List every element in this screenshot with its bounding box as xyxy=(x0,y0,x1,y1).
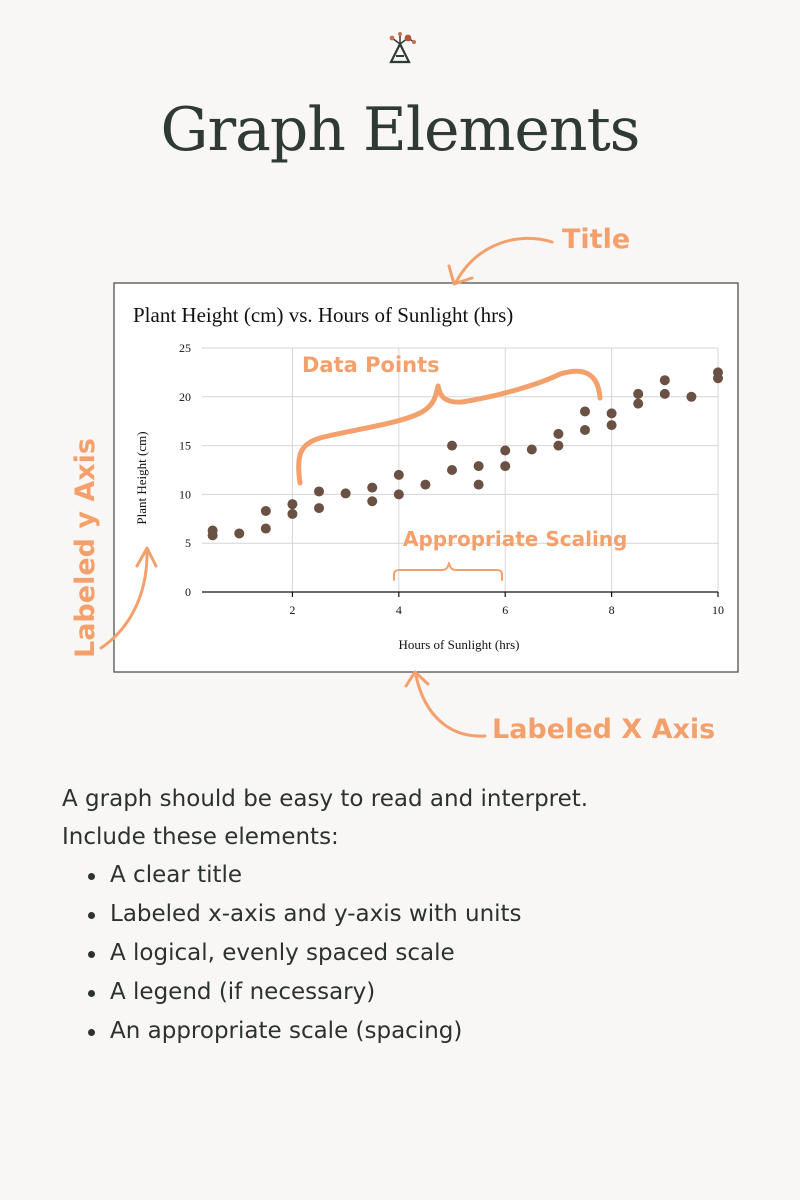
data-point xyxy=(606,408,617,419)
intro-line-2: Include these elements: xyxy=(62,824,339,850)
data-point xyxy=(367,482,378,493)
data-point xyxy=(393,469,404,480)
annotation-data-points: Data Points xyxy=(302,353,440,377)
data-points xyxy=(207,367,723,541)
data-point xyxy=(553,440,564,451)
data-point xyxy=(580,406,591,417)
y-tick-label: 20 xyxy=(179,390,191,404)
data-point xyxy=(420,479,431,490)
list-item: Labeled x-axis and y-axis with units xyxy=(88,895,762,934)
data-point xyxy=(367,496,378,507)
data-point xyxy=(686,391,697,402)
data-point xyxy=(580,424,591,435)
x-axis-arrow-head xyxy=(404,670,430,688)
data-point xyxy=(500,445,511,456)
scaling-brace xyxy=(393,562,503,581)
data-point xyxy=(287,508,298,519)
data-point xyxy=(260,505,271,516)
chart-frame xyxy=(113,282,739,673)
data-point xyxy=(393,489,404,500)
data-point xyxy=(606,420,617,431)
graph-diagram: Plant Height (cm) vs. Hours of Sunlight … xyxy=(70,224,739,745)
data-point xyxy=(234,528,245,539)
x-tick-label: 10 xyxy=(712,603,724,617)
data-point xyxy=(447,440,458,451)
page-title: Graph Elements xyxy=(160,95,641,165)
data-point xyxy=(633,398,644,409)
data-point xyxy=(314,503,325,514)
x-tick-label: 6 xyxy=(502,603,508,617)
description: A graph should be easy to read and inter… xyxy=(62,780,762,1051)
data-points-brace xyxy=(296,368,603,486)
annotation-scaling: Appropriate Scaling xyxy=(403,527,627,551)
data-point xyxy=(340,488,351,499)
list-item: A clear title xyxy=(88,856,762,895)
data-point xyxy=(659,375,670,386)
x-tick-label: 8 xyxy=(609,603,615,617)
data-point xyxy=(633,388,644,399)
x-axis-arrow xyxy=(414,674,487,738)
title-arrow-head xyxy=(447,264,474,286)
chart-title: Plant Height (cm) vs. Hours of Sunlight … xyxy=(133,303,513,327)
data-point xyxy=(314,486,325,497)
data-point xyxy=(260,523,271,534)
data-point xyxy=(447,465,458,475)
data-point xyxy=(207,530,218,541)
annotation-y-axis: Labeled y Axis xyxy=(70,438,101,658)
x-axis-label: Hours of Sunlight (hrs) xyxy=(399,637,520,652)
y-tick-label: 5 xyxy=(185,536,191,550)
data-point xyxy=(473,461,484,472)
annotation-x-axis: Labeled X Axis xyxy=(492,714,715,745)
title-arrow xyxy=(454,236,554,284)
data-point xyxy=(287,499,298,510)
list-item: A logical, evenly spaced scale xyxy=(88,934,762,973)
data-point xyxy=(553,428,564,439)
data-point xyxy=(526,444,537,455)
y-tick-label: 0 xyxy=(185,585,191,599)
x-tick-label: 4 xyxy=(396,603,402,617)
list-item: An appropriate scale (spacing) xyxy=(88,1012,762,1051)
data-point xyxy=(659,388,670,399)
y-axis-label: Plant Height (cm) xyxy=(134,431,149,524)
chart-ticks: 0 5 10 15 20 25 2 4 6 8 10 xyxy=(179,341,724,617)
data-point xyxy=(713,373,723,384)
y-axis-arrow xyxy=(99,548,149,650)
data-point xyxy=(473,479,484,490)
x-tick-label: 2 xyxy=(289,603,295,617)
annotation-title: Title xyxy=(562,224,630,255)
list-item: A legend (if necessary) xyxy=(88,973,762,1012)
y-tick-label: 10 xyxy=(179,487,191,501)
molecule-triangle-logo-icon xyxy=(389,32,416,64)
elements-list: A clear title Labeled x-axis and y-axis … xyxy=(62,856,762,1051)
intro-line-1: A graph should be easy to read and inter… xyxy=(62,786,589,812)
y-tick-label: 15 xyxy=(179,439,191,453)
data-point xyxy=(500,461,511,472)
y-tick-label: 25 xyxy=(179,341,191,355)
y-axis-arrow-head xyxy=(135,546,158,568)
